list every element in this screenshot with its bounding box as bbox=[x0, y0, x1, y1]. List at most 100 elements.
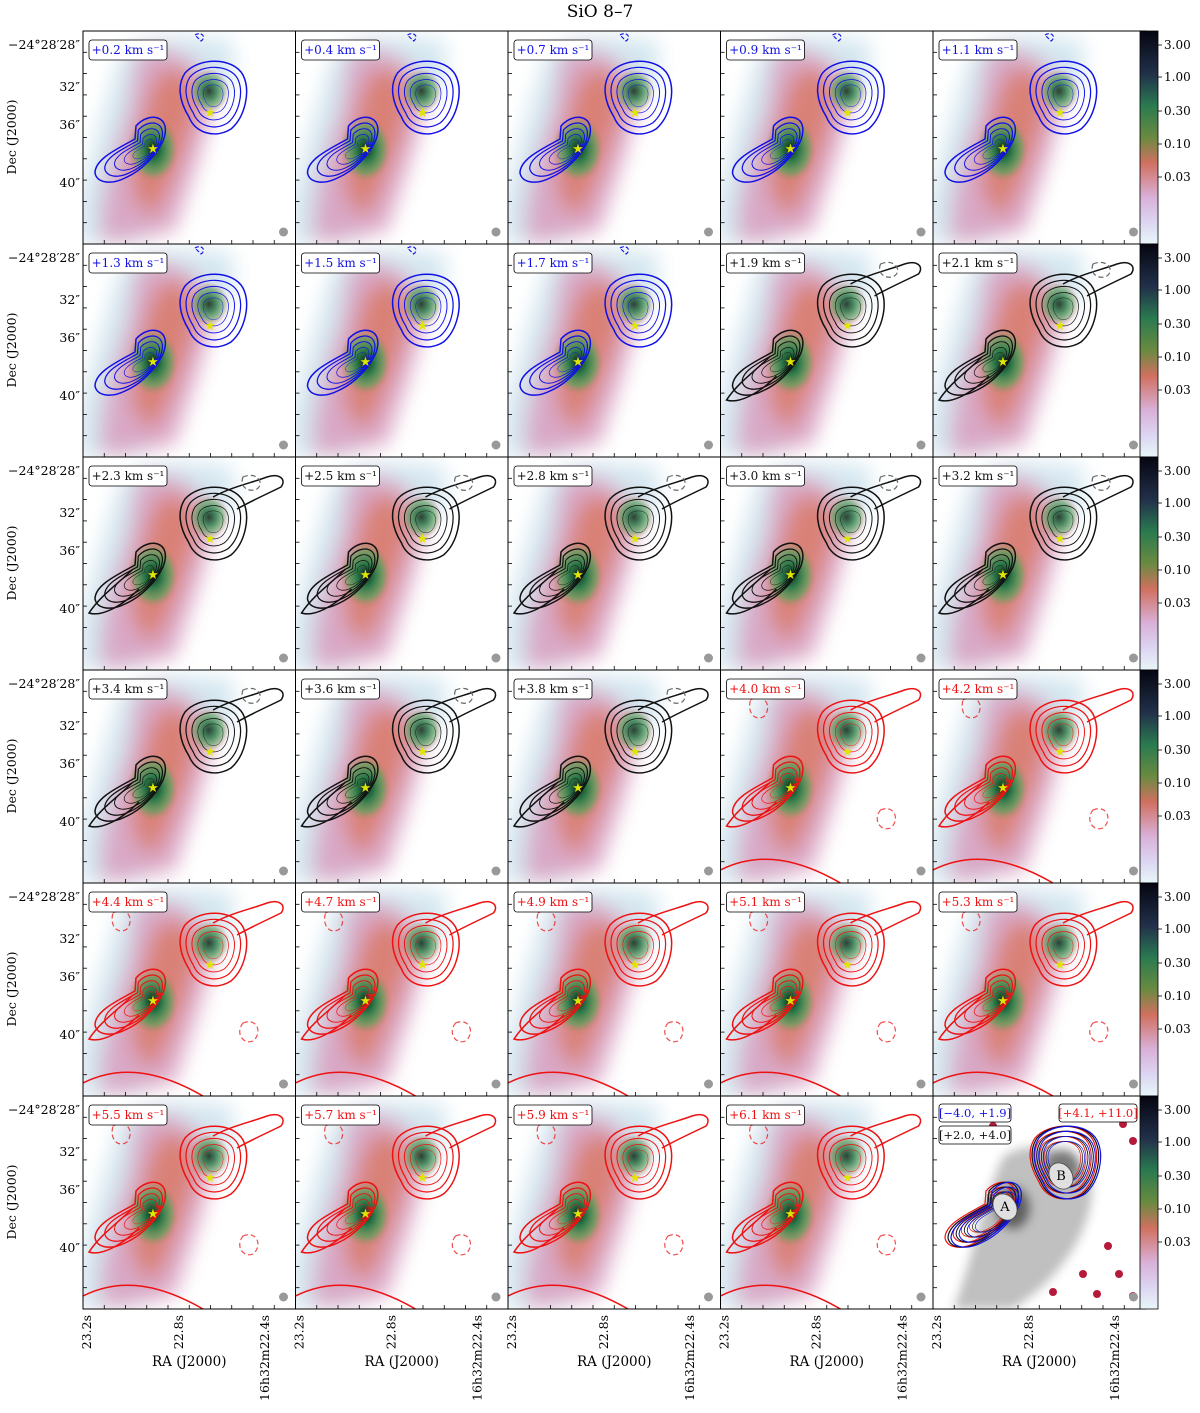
colorbar-tick-label: 3.00 bbox=[1164, 464, 1191, 478]
y-tick-label: 40″ bbox=[59, 388, 80, 403]
channel-panel: ★ ★ +3.4 km s⁻¹ bbox=[82, 669, 296, 884]
beam-marker bbox=[279, 1292, 288, 1302]
channel-panel: ★ ★ +0.2 km s⁻¹ bbox=[82, 30, 296, 245]
source-star-marker: ★ bbox=[204, 745, 216, 760]
velocity-label-box: +3.2 km s⁻¹ bbox=[938, 465, 1018, 487]
source-star-marker: ★ bbox=[360, 355, 372, 370]
beam-marker bbox=[916, 653, 926, 663]
x-tick-label: 23.2s bbox=[929, 1315, 944, 1349]
x-tick-label: 22.8s bbox=[596, 1315, 611, 1349]
source-star-marker: ★ bbox=[785, 781, 797, 796]
y-tick-label: 32″ bbox=[59, 931, 80, 946]
source-star-marker: ★ bbox=[360, 781, 372, 796]
velocity-label-box: +3.6 km s⁻¹ bbox=[301, 678, 380, 700]
velocity-label-box: +0.2 km s⁻¹ bbox=[88, 39, 168, 61]
source-star-marker: ★ bbox=[785, 142, 797, 157]
figure-title: SiO 8–7 bbox=[566, 2, 634, 22]
x-tick-label: 16h32m22.4s bbox=[470, 1315, 485, 1401]
y-tick-label: 36″ bbox=[59, 330, 80, 345]
channel-panel: ★ ★ +2.3 km s⁻¹ bbox=[82, 456, 296, 671]
velocity-label: +5.7 km s⁻¹ bbox=[304, 1108, 377, 1122]
source-star-marker: ★ bbox=[842, 1171, 854, 1186]
velocity-label: +1.5 km s⁻¹ bbox=[304, 256, 377, 270]
source-star-marker: ★ bbox=[417, 106, 429, 121]
colorbar-tick-label: 0.03 bbox=[1164, 1235, 1191, 1249]
x-tick-label: 22.8s bbox=[171, 1315, 186, 1349]
source-star-marker: ★ bbox=[785, 568, 797, 583]
beam-marker bbox=[491, 1079, 501, 1089]
x-tick-label: 23.2s bbox=[717, 1315, 732, 1349]
source-star-marker: ★ bbox=[629, 106, 641, 121]
source-star-marker: ★ bbox=[629, 958, 641, 973]
channel-panel: ★ ★ +1.5 km s⁻¹ bbox=[295, 243, 509, 458]
channel-panel: ★ ★ +0.9 km s⁻¹ bbox=[720, 30, 934, 245]
velocity-label-box: +4.7 km s⁻¹ bbox=[301, 891, 380, 913]
source-star-marker: ★ bbox=[1054, 106, 1066, 121]
y-tick-label: 40″ bbox=[59, 1027, 80, 1042]
source-star-marker: ★ bbox=[147, 781, 159, 796]
velocity-label: +4.7 km s⁻¹ bbox=[304, 895, 377, 909]
y-axis-label: Dec (J2000) bbox=[4, 313, 19, 388]
beam-marker bbox=[279, 866, 288, 876]
beam-marker bbox=[491, 1292, 501, 1302]
x-tick-label: 22.8s bbox=[809, 1315, 824, 1349]
x-tick-label: 23.2s bbox=[504, 1315, 519, 1349]
beam-marker bbox=[1129, 227, 1138, 237]
x-tick-label: 23.2s bbox=[79, 1315, 94, 1349]
x-tick-label: 16h32m22.4s bbox=[1107, 1315, 1122, 1401]
source-star-marker: ★ bbox=[147, 994, 159, 1009]
beam-marker bbox=[1129, 440, 1138, 450]
summary-panel: [−4.0, +1.9] [+2.0, +4.0] [+4.1, +11.0] A B bbox=[932, 1095, 1146, 1310]
source-star-marker: ★ bbox=[629, 319, 641, 334]
source-star-marker: ★ bbox=[360, 1207, 372, 1222]
y-tick-label: −24°28′28″ bbox=[8, 250, 80, 265]
beam-marker bbox=[1129, 866, 1138, 876]
source-star-marker: ★ bbox=[572, 355, 584, 370]
colorbar-tick-label: 1.00 bbox=[1164, 922, 1191, 936]
y-tick-label: 32″ bbox=[59, 292, 80, 307]
y-tick-label: 32″ bbox=[59, 505, 80, 520]
channel-panel: ★ ★ +4.2 km s⁻¹ bbox=[932, 669, 1146, 884]
range-label-box: [+2.0, +4.0] bbox=[938, 1125, 1012, 1145]
source-star-marker: ★ bbox=[785, 1207, 797, 1222]
y-tick-label: 32″ bbox=[59, 79, 80, 94]
velocity-label: +3.6 km s⁻¹ bbox=[304, 682, 377, 696]
velocity-label-box: +0.4 km s⁻¹ bbox=[301, 39, 380, 61]
y-tick-label: 40″ bbox=[59, 1240, 80, 1255]
velocity-label: +2.3 km s⁻¹ bbox=[92, 469, 165, 483]
source-star-marker: ★ bbox=[842, 745, 854, 760]
source-star-marker: ★ bbox=[842, 532, 854, 547]
source-star-marker: ★ bbox=[204, 532, 216, 547]
velocity-label: +3.0 km s⁻¹ bbox=[729, 469, 802, 483]
velocity-label-box: +0.9 km s⁻¹ bbox=[726, 39, 805, 61]
velocity-label-box: +1.9 km s⁻¹ bbox=[726, 252, 805, 274]
velocity-label: +4.4 km s⁻¹ bbox=[92, 895, 165, 909]
source-star-marker: ★ bbox=[842, 319, 854, 334]
colorbar-tick-label: 0.30 bbox=[1164, 530, 1191, 544]
velocity-label: +0.9 km s⁻¹ bbox=[729, 43, 802, 57]
source-star-marker: ★ bbox=[147, 355, 159, 370]
source-star-marker: ★ bbox=[997, 994, 1009, 1009]
channel-panel: ★ ★ +5.5 km s⁻¹ bbox=[82, 1095, 296, 1310]
source-star-marker: ★ bbox=[842, 958, 854, 973]
velocity-label: +3.8 km s⁻¹ bbox=[517, 682, 590, 696]
channel-panel: ★ ★ +3.2 km s⁻¹ bbox=[932, 456, 1146, 671]
channel-panel: ★ ★ +2.1 km s⁻¹ bbox=[932, 243, 1146, 458]
source-star-marker: ★ bbox=[785, 994, 797, 1009]
range-label: [−4.0, +1.9] bbox=[939, 1106, 1011, 1120]
colorbar-tick-label: 0.30 bbox=[1164, 743, 1191, 757]
y-axis-label: Dec (J2000) bbox=[4, 100, 19, 175]
source-star-marker: ★ bbox=[572, 1207, 584, 1222]
y-tick-label: −24°28′28″ bbox=[8, 676, 80, 691]
channel-panel: ★ ★ +4.4 km s⁻¹ bbox=[82, 882, 296, 1097]
y-axis-label: Dec (J2000) bbox=[4, 952, 19, 1027]
range-label-box: [+4.1, +11.0] bbox=[1058, 1103, 1138, 1123]
colorbar-tick-label: 0.30 bbox=[1164, 956, 1191, 970]
velocity-label-box: +1.7 km s⁻¹ bbox=[513, 252, 593, 274]
velocity-label: +5.1 km s⁻¹ bbox=[729, 895, 802, 909]
velocity-label-box: +5.7 km s⁻¹ bbox=[301, 1104, 380, 1126]
x-tick-label: 22.8s bbox=[384, 1315, 399, 1349]
channel-panel: ★ ★ +3.0 km s⁻¹ bbox=[720, 456, 934, 671]
beam-marker bbox=[916, 1079, 926, 1089]
y-tick-label: 40″ bbox=[59, 814, 80, 829]
